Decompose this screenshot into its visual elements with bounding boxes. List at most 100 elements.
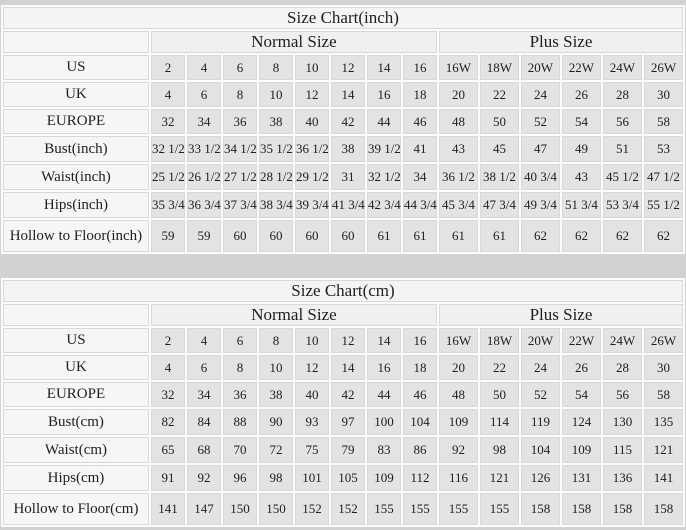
table-cell: 10 <box>258 82 293 107</box>
table-cell: 14 <box>330 82 365 107</box>
table-cell: 105 <box>330 465 365 491</box>
table-cell: 29 1/2 <box>294 164 329 190</box>
table-cell: 83 <box>366 437 401 463</box>
row-label: Bust(cm) <box>2 409 149 435</box>
table-cell: 26W <box>643 55 684 80</box>
table-cell: 14 <box>330 355 365 380</box>
table-cell: 22 <box>479 355 519 380</box>
table-cell: 48 <box>438 382 478 407</box>
table-cell: 114 <box>479 409 519 435</box>
table-cell: 42 <box>330 109 365 134</box>
table-cell: 52 <box>520 382 560 407</box>
table-row: Bust(cm) 82 84 88 90 93 97 100 104 109 114 119 124 13… <box>2 409 684 435</box>
table-cell: 8 <box>258 55 293 80</box>
table-cell: 24 <box>520 355 560 380</box>
table-cell: 6 <box>186 82 221 107</box>
table-cell: 158 <box>520 493 560 525</box>
table-cell: 4 <box>186 328 221 353</box>
table-cell: 20 <box>438 355 478 380</box>
plus-size-header: Plus Size <box>438 31 684 53</box>
table-cell: 44 <box>366 382 401 407</box>
table-cell: 4 <box>150 355 185 380</box>
table-cell: 158 <box>602 493 642 525</box>
table-cell: 38 3/4 <box>258 192 293 218</box>
row-label: Waist(cm) <box>2 437 149 463</box>
row-label: US <box>2 55 149 80</box>
table-cell: 12 <box>330 55 365 80</box>
table-row: Hollow to Floor(inch) 59 59 60 60 60 60 61 61 61 6… <box>2 220 684 252</box>
table-cell: 60 <box>294 220 329 252</box>
row-label: Hollow to Floor(cm) <box>2 493 149 525</box>
table-cell: 79 <box>330 437 365 463</box>
table-cell: 60 <box>258 220 293 252</box>
row-label: UK <box>2 355 149 380</box>
table-cell: 18 <box>402 355 437 380</box>
table-cell: 104 <box>402 409 437 435</box>
table-cell: 26 <box>561 355 601 380</box>
table-cell: 54 <box>561 109 601 134</box>
table-cell: 47 3/4 <box>479 192 519 218</box>
table-cell: 38 1/2 <box>479 164 519 190</box>
table-cell: 2 <box>150 55 185 80</box>
table-cell: 28 <box>602 82 642 107</box>
table-cell: 27 1/2 <box>222 164 257 190</box>
table-cell: 36 3/4 <box>186 192 221 218</box>
table-cell: 14 <box>366 55 401 80</box>
table-title-row: Size Chart(cm) <box>2 280 684 302</box>
table-cell: 16W <box>438 55 478 80</box>
table-cell: 53 <box>643 136 684 162</box>
table-cell: 109 <box>561 437 601 463</box>
table-row: Hips(cm) 91 92 96 98 101 105 109 112 116 121 126 131… <box>2 465 684 491</box>
table-cell: 40 <box>294 382 329 407</box>
table-cell: 136 <box>602 465 642 491</box>
table-cell: 135 <box>643 409 684 435</box>
table-title-row: Size Chart(inch) <box>2 7 684 29</box>
table-cell: 36 <box>222 109 257 134</box>
table-cell: 93 <box>294 409 329 435</box>
table-row: EUROPE 32 34 36 38 40 42 44 46 48 50 52 54 56 58 <box>2 382 684 407</box>
table-cell: 37 3/4 <box>222 192 257 218</box>
row-label: Hips(cm) <box>2 465 149 491</box>
row-label: Bust(inch) <box>2 136 149 162</box>
table-cell: 6 <box>186 355 221 380</box>
table-row: US 2 4 6 8 10 12 14 16 16W 18W 20W 22W 24W 26W <box>2 328 684 353</box>
table-cell: 98 <box>479 437 519 463</box>
table-row: Hollow to Floor(cm) 141 147 150 150 152 152 155… <box>2 493 684 525</box>
table-cell: 16W <box>438 328 478 353</box>
table-cell: 116 <box>438 465 478 491</box>
table-cell: 65 <box>150 437 185 463</box>
row-label: US <box>2 328 149 353</box>
table-cell: 121 <box>643 437 684 463</box>
table-cell: 119 <box>520 409 560 435</box>
table-cell: 58 <box>643 382 684 407</box>
table-cell: 91 <box>150 465 185 491</box>
table-cell: 92 <box>186 465 221 491</box>
table-cell: 51 <box>602 136 642 162</box>
table-cell: 44 <box>366 109 401 134</box>
table-cell: 22W <box>561 55 601 80</box>
table-cell: 31 <box>330 164 365 190</box>
table-cell: 12 <box>294 82 329 107</box>
table-cell: 12 <box>330 328 365 353</box>
table-cell: 10 <box>294 328 329 353</box>
table-cell: 96 <box>222 465 257 491</box>
table-cell: 26 1/2 <box>186 164 221 190</box>
table-cell: 61 <box>438 220 478 252</box>
normal-size-header: Normal Size <box>150 304 437 326</box>
table-cell: 60 <box>222 220 257 252</box>
row-label: Hollow to Floor(inch) <box>2 220 149 252</box>
table-cell: 24W <box>602 328 642 353</box>
table-cell: 8 <box>222 355 257 380</box>
table-cell: 84 <box>186 409 221 435</box>
table-cell: 112 <box>402 465 437 491</box>
table-cell: 47 <box>520 136 560 162</box>
table-cell: 8 <box>258 328 293 353</box>
table-cell: 32 1/2 <box>366 164 401 190</box>
table-cell: 39 1/2 <box>366 136 401 162</box>
table-cell: 50 <box>479 109 519 134</box>
table-cell: 16 <box>366 355 401 380</box>
table-row: US 2 4 6 8 10 12 14 16 16W 18W 20W 22W 24W 26W <box>2 55 684 80</box>
table-cell: 47 1/2 <box>643 164 684 190</box>
table-cell: 22W <box>561 328 601 353</box>
table-cell: 158 <box>561 493 601 525</box>
